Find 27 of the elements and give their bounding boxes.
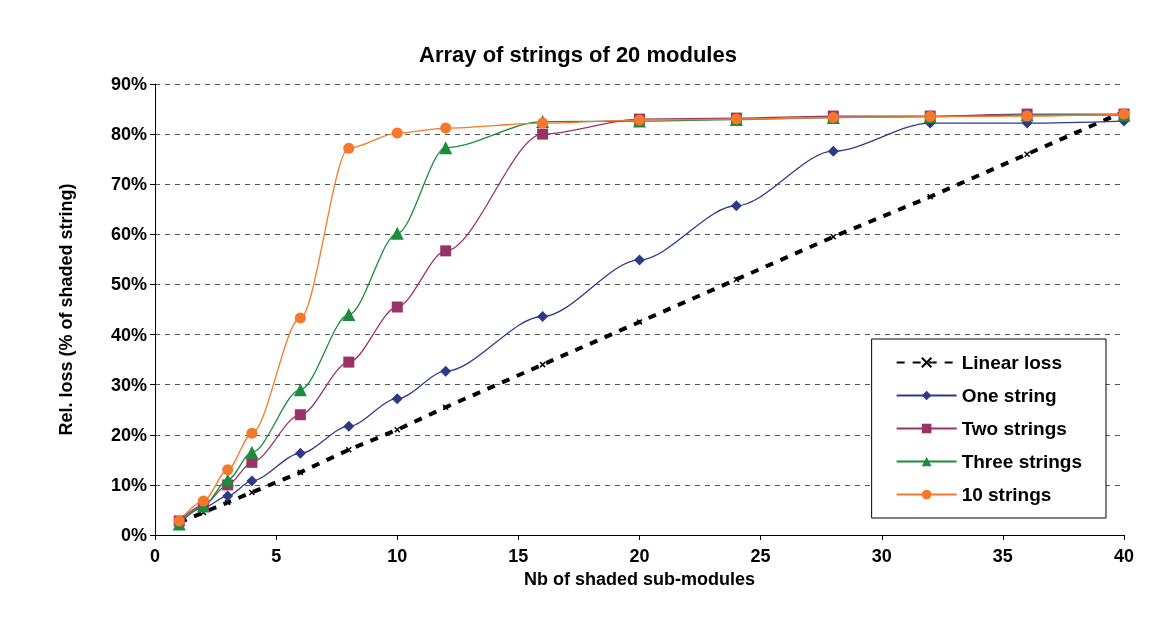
y-tick-label: 50% (110, 274, 147, 295)
x-tick-label: 0 (149, 546, 161, 566)
x-axis-title: Nb of shaded sub-modules (523, 569, 756, 589)
y-tick-label: 40% (110, 324, 147, 345)
y-tick-label: 80% (110, 124, 147, 145)
chart-title: Array of strings of 20 modules (419, 41, 737, 67)
x-tick-label: 10 (387, 546, 408, 566)
x-tick-label: 5 (271, 546, 282, 566)
legend-label: Two strings (961, 418, 1067, 439)
y-axis-title: Rel. loss (% of shaded string) (56, 183, 76, 436)
x-tick-label: 35 (992, 546, 1013, 566)
legend-label: 10 strings (961, 484, 1052, 505)
y-tick-label: 0% (120, 525, 147, 545)
x-tick-label: 20 (629, 546, 650, 566)
legend-label: Linear loss (961, 352, 1062, 373)
y-tick-label: 20% (110, 424, 147, 445)
y-tick-label: 30% (110, 374, 147, 395)
x-tick-label: 40 (1113, 546, 1135, 566)
x-tick-label: 25 (750, 546, 771, 566)
y-tick-label: 60% (110, 224, 147, 245)
y-tick-label: 90% (110, 74, 147, 94)
x-tick-label: 15 (508, 546, 529, 566)
x-tick-label: 30 (871, 546, 892, 566)
legend-label: Three strings (961, 451, 1083, 472)
y-tick-label: 10% (110, 474, 147, 495)
legend-label: One string (961, 385, 1057, 406)
y-tick-label: 70% (110, 174, 147, 195)
